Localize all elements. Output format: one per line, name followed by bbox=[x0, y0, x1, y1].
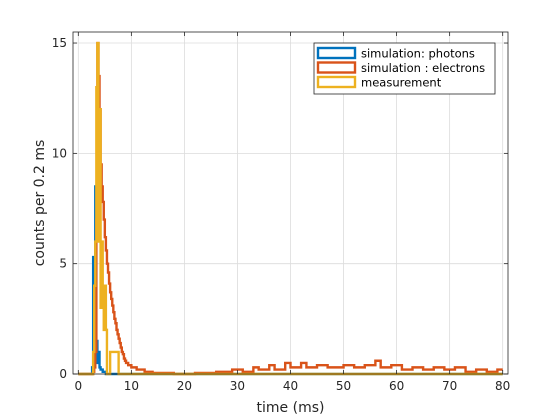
legend-box bbox=[313, 42, 496, 95]
legend-label: simulation: photons bbox=[361, 47, 475, 61]
x-tick-label: 0 bbox=[74, 379, 82, 393]
ticks: 0 10 20 30 40 50 60 70 80 0 5 10 15 bbox=[52, 32, 510, 393]
series-layer bbox=[78, 41, 503, 376]
x-tick-label: 70 bbox=[442, 379, 457, 393]
x-tick-label: 50 bbox=[336, 379, 351, 393]
legend-swatch bbox=[316, 75, 357, 89]
x-tick-label: 40 bbox=[283, 379, 298, 393]
y-tick-label: 5 bbox=[59, 257, 67, 271]
x-tick-label: 80 bbox=[495, 379, 510, 393]
legend-swatch bbox=[316, 46, 357, 60]
legend-label: simulation : electrons bbox=[361, 61, 485, 75]
y-axis-label: counts per 0.2 ms bbox=[32, 140, 48, 267]
y-tick-label: 0 bbox=[59, 367, 67, 381]
series-line-3 bbox=[78, 41, 503, 376]
x-tick-label: 30 bbox=[230, 379, 245, 393]
series-line-2 bbox=[78, 41, 503, 376]
y-tick-label: 10 bbox=[52, 146, 67, 160]
x-tick-label: 60 bbox=[389, 379, 404, 393]
x-axis-label: time (ms) bbox=[257, 400, 325, 416]
x-tick-label: 20 bbox=[177, 379, 192, 393]
legend-label: measurement bbox=[361, 76, 442, 90]
y-tick-label: 15 bbox=[52, 36, 67, 50]
x-tick-label: 10 bbox=[124, 379, 139, 393]
legend-swatch bbox=[316, 61, 357, 74]
